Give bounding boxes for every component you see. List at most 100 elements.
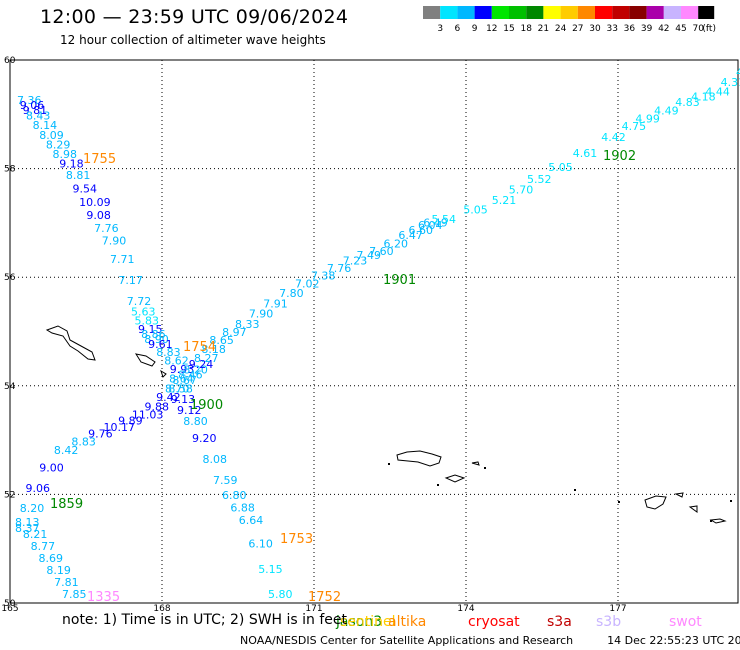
wave-height-label: 4.99 [635, 112, 660, 125]
x-tick-label: 168 [153, 604, 170, 614]
legend-swatch-15 [491, 6, 509, 19]
satellite-label-sentinel: sentinel [340, 614, 396, 630]
wave-height-label: 6.10 [248, 538, 273, 551]
wave-height-label: 8.98 [53, 148, 78, 161]
wave-height-label: 5.05 [548, 161, 573, 174]
wave-height-label: 4.3 [736, 66, 740, 79]
legend-label-24: 24 [555, 24, 567, 34]
land-outline [709, 518, 727, 524]
wave-height-color-legend: 3 6 9 12 15 18 21 24 27 30 33 36 39 42 45 70(ft) [423, 6, 716, 34]
wave-height-label: 9.15 [138, 323, 163, 336]
credit-timestamp: 14 Dec 22:55:23 UTC 2024 [607, 634, 740, 647]
island-dot [710, 520, 712, 522]
wave-height-label: 4.75 [622, 120, 647, 133]
wave-height-label: 8.70 [165, 382, 190, 395]
x-tick-label: 174 [457, 604, 474, 614]
legend-swatch-12 [474, 6, 492, 19]
wave-height-label: 8.65 [209, 334, 234, 347]
wave-height-label: 7.02 [295, 277, 320, 290]
wave-height-label: 8.37 [15, 522, 40, 535]
footer-credit: NOAA/NESDIS Center for Satellite Applica… [240, 634, 740, 647]
island-dot [484, 467, 486, 469]
wave-height-label: 6.47 [398, 229, 423, 242]
legend-swatch-21 [526, 6, 544, 19]
wave-height-label: 9.81 [23, 104, 47, 117]
island-dot [618, 501, 620, 503]
wave-height-label: 4.42 [601, 131, 626, 144]
wave-height-label: 7.17 [118, 274, 142, 287]
wave-height-label: 9.18 [59, 158, 83, 171]
land-outline [134, 353, 156, 367]
wave-height-label: 7.60 [369, 245, 394, 258]
land-outline [688, 505, 698, 513]
satellite-label-cryosat: cryosat [468, 614, 520, 630]
legend-swatch-9 [457, 6, 475, 19]
land-masses [45, 325, 732, 524]
wave-height-label: 9.42 [156, 391, 181, 404]
wave-height-label: 9.13 [171, 393, 196, 406]
wave-height-label: 9.08 [86, 209, 111, 222]
wave-height-label: 8.62 [164, 354, 189, 367]
wave-height-label: 5.05 [463, 203, 488, 216]
wave-height-label: 8.13 [15, 516, 40, 529]
wave-height-label: 5.54 [432, 213, 457, 226]
satellite-label-altika: altika [388, 614, 426, 630]
legend-swatch-42 [646, 6, 664, 19]
wave-height-label: 8.83 [156, 346, 181, 359]
wave-height-label: 7.81 [54, 576, 79, 589]
legend-label-39: 39 [641, 24, 653, 34]
legend-label-45: 45 [675, 24, 686, 34]
y-tick-label: 50 [4, 599, 16, 609]
wave-height-label: 8.80 [183, 415, 208, 428]
legend-swatch-70 [681, 6, 699, 19]
wave-height-label: 11.03 [132, 409, 164, 422]
wave-height-label: 7.36 [17, 94, 42, 107]
pass-time-label: 1900 [190, 398, 223, 413]
y-tick-label: 52 [4, 490, 15, 500]
legend-label-6: 6 [455, 24, 461, 34]
y-tick-label: 54 [4, 382, 16, 392]
wave-height-label: 9.00 [39, 462, 64, 475]
wave-height-label: 8.20 [183, 364, 208, 377]
pass-time-label: 1755 [83, 152, 116, 167]
wave-height-label: 7.71 [110, 253, 135, 266]
wave-height-label: 4.49 [654, 104, 679, 117]
wave-height-label: 6.80 [222, 489, 247, 502]
wave-height-label: 10.09 [79, 196, 111, 209]
wave-height-label: 7.49 [356, 249, 381, 262]
wave-height-label: 8.18 [201, 343, 226, 356]
wave-height-label: 7.38 [311, 270, 336, 283]
wave-height-label: 6.20 [384, 237, 409, 250]
wave-height-label: 9.54 [73, 183, 98, 196]
wave-height-label: 8.97 [222, 326, 247, 339]
wave-height-label: 9.93 [170, 363, 195, 376]
satellite-label-jason3: jason3 [335, 614, 382, 630]
y-tick-label: 56 [4, 273, 16, 283]
wave-height-label: 9.06 [26, 482, 51, 495]
legend-unit: (ft) [702, 24, 716, 34]
island-dot [730, 500, 732, 502]
pass-time-label: 1859 [50, 497, 83, 512]
legend-swatch-6 [440, 6, 458, 19]
footer-note: note: 1) Time is in UTC; 2) SWH is in fe… [62, 612, 348, 628]
wave-height-label: 7.59 [213, 474, 238, 487]
wave-height-label: 8.67 [172, 374, 197, 387]
x-tick-label: 177 [609, 604, 626, 614]
wave-height-label: 8.19 [46, 564, 70, 577]
wave-height-label: 9.24 [189, 358, 214, 371]
wave-height-label: 6.64 [239, 514, 263, 527]
legend-label-70: 70 [692, 24, 704, 34]
wave-height-label: 8.46 [178, 368, 203, 381]
x-tick-label: 171 [305, 604, 322, 614]
wave-height-label: 5.63 [131, 306, 156, 319]
pass-time-label: 1335 [87, 590, 120, 605]
legend-swatch-45 [663, 6, 681, 19]
wave-height-label: 8.42 [54, 444, 79, 457]
wave-height-label: 8.83 [71, 436, 96, 449]
island-dot [574, 489, 576, 491]
wave-height-label: 7.76 [94, 222, 119, 235]
pass-time-labels: 1755 1754 1753 1752 1335 1859 1900 1901 1902 [50, 149, 636, 605]
credit-org: NOAA/NESDIS Center for Satellite Applica… [240, 634, 574, 647]
wave-height-label: 4.18 [691, 90, 716, 103]
